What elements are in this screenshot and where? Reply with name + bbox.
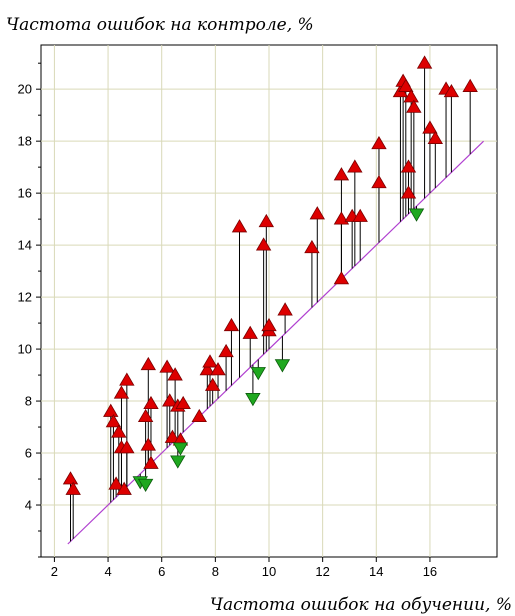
marker-up-triangle [333, 167, 350, 181]
marker-up-triangle [105, 414, 122, 428]
marker-up-triangle [400, 159, 417, 173]
marker-up-triangle [255, 237, 272, 251]
marker-down-triangle [172, 442, 189, 456]
marker-up-triangle [175, 395, 191, 410]
x-tick-label: 6 [158, 564, 165, 579]
x-tick-label: 4 [104, 564, 111, 579]
data-markers [62, 55, 478, 495]
marker-down-triangle [137, 478, 154, 493]
y-tick-label: 6 [25, 446, 32, 461]
marker-up-triangle [119, 372, 135, 386]
y-tick-label: 18 [18, 134, 32, 149]
marker-down-triangle [250, 367, 266, 381]
marker-up-triangle [202, 354, 218, 368]
marker-up-triangle [352, 208, 368, 222]
marker-up-triangle [111, 424, 127, 438]
marker-up-triangle [143, 455, 159, 469]
marker-up-triangle [119, 440, 135, 454]
y-tick-label: 20 [18, 82, 32, 97]
marker-up-triangle [422, 120, 438, 134]
marker-up-triangle [406, 99, 422, 113]
marker-up-triangle [103, 403, 119, 417]
marker-up-triangle [108, 476, 124, 490]
marker-up-triangle [400, 185, 417, 199]
marker-up-triangle [403, 89, 419, 103]
marker-up-triangle [462, 78, 478, 92]
marker-up-triangle [62, 471, 79, 485]
y-tick-label: 14 [18, 238, 32, 253]
y-tick-label: 16 [18, 186, 32, 201]
marker-down-triangle [245, 393, 261, 407]
marker-up-triangle [65, 481, 81, 495]
marker-down-triangle [408, 208, 425, 222]
marker-up-triangle [218, 343, 234, 358]
marker-up-triangle [416, 55, 433, 69]
y-tick-label: 8 [25, 394, 32, 409]
y-tick-label: 12 [18, 290, 32, 305]
marker-up-triangle [210, 362, 226, 376]
x-tick-label: 8 [212, 564, 219, 579]
marker-up-triangle [371, 174, 387, 189]
marker-up-triangle [277, 302, 293, 316]
y-axis-ticks: 4 6 8 10 12 14 16 18 20 [18, 62, 41, 558]
marker-up-triangle [137, 408, 154, 423]
marker-up-triangle [116, 481, 132, 495]
marker-up-triangle [258, 213, 275, 228]
marker-up-triangle [164, 429, 181, 443]
marker-up-triangle [333, 211, 350, 225]
marker-up-triangle [309, 206, 325, 220]
grid-lines [41, 45, 497, 557]
chart-title: Частота ошибок на контроле, % [6, 15, 314, 35]
x-tick-label: 2 [51, 564, 58, 579]
marker-up-triangle [191, 408, 207, 423]
marker-up-triangle [261, 317, 277, 332]
marker-up-triangle [427, 130, 444, 144]
y-tick-label: 10 [18, 342, 32, 357]
marker-up-triangle [167, 367, 183, 381]
marker-up-triangle [333, 271, 350, 285]
marker-up-triangle [204, 377, 221, 391]
y-tick-label: 4 [25, 498, 32, 513]
x-axis-ticks: 2 4 6 8 10 12 14 16 [51, 557, 437, 579]
marker-up-triangle [140, 437, 156, 451]
marker-up-triangle [371, 135, 387, 150]
marker-down-triangle [274, 359, 291, 373]
x-axis-label: Частота ошибок на обучении, % [210, 595, 512, 615]
marker-up-triangle [159, 359, 175, 373]
marker-up-triangle [223, 317, 240, 332]
x-tick-label: 14 [369, 564, 383, 579]
marker-up-triangle [162, 393, 178, 407]
marker-down-triangle [170, 455, 186, 469]
reference-line [67, 140, 485, 545]
marker-up-triangle [199, 362, 216, 376]
marker-up-triangle [143, 395, 159, 410]
marker-up-triangle [140, 356, 156, 371]
error-stems [70, 63, 471, 542]
x-tick-label: 16 [423, 564, 437, 579]
marker-up-triangle [347, 159, 363, 173]
marker-up-triangle [443, 83, 460, 98]
marker-up-triangle [304, 239, 320, 254]
marker-up-triangle [113, 385, 130, 399]
x-tick-label: 12 [315, 564, 329, 579]
marker-up-triangle [398, 78, 414, 92]
x-tick-label: 10 [262, 564, 276, 579]
marker-up-triangle [242, 325, 258, 339]
marker-up-triangle [231, 219, 248, 233]
